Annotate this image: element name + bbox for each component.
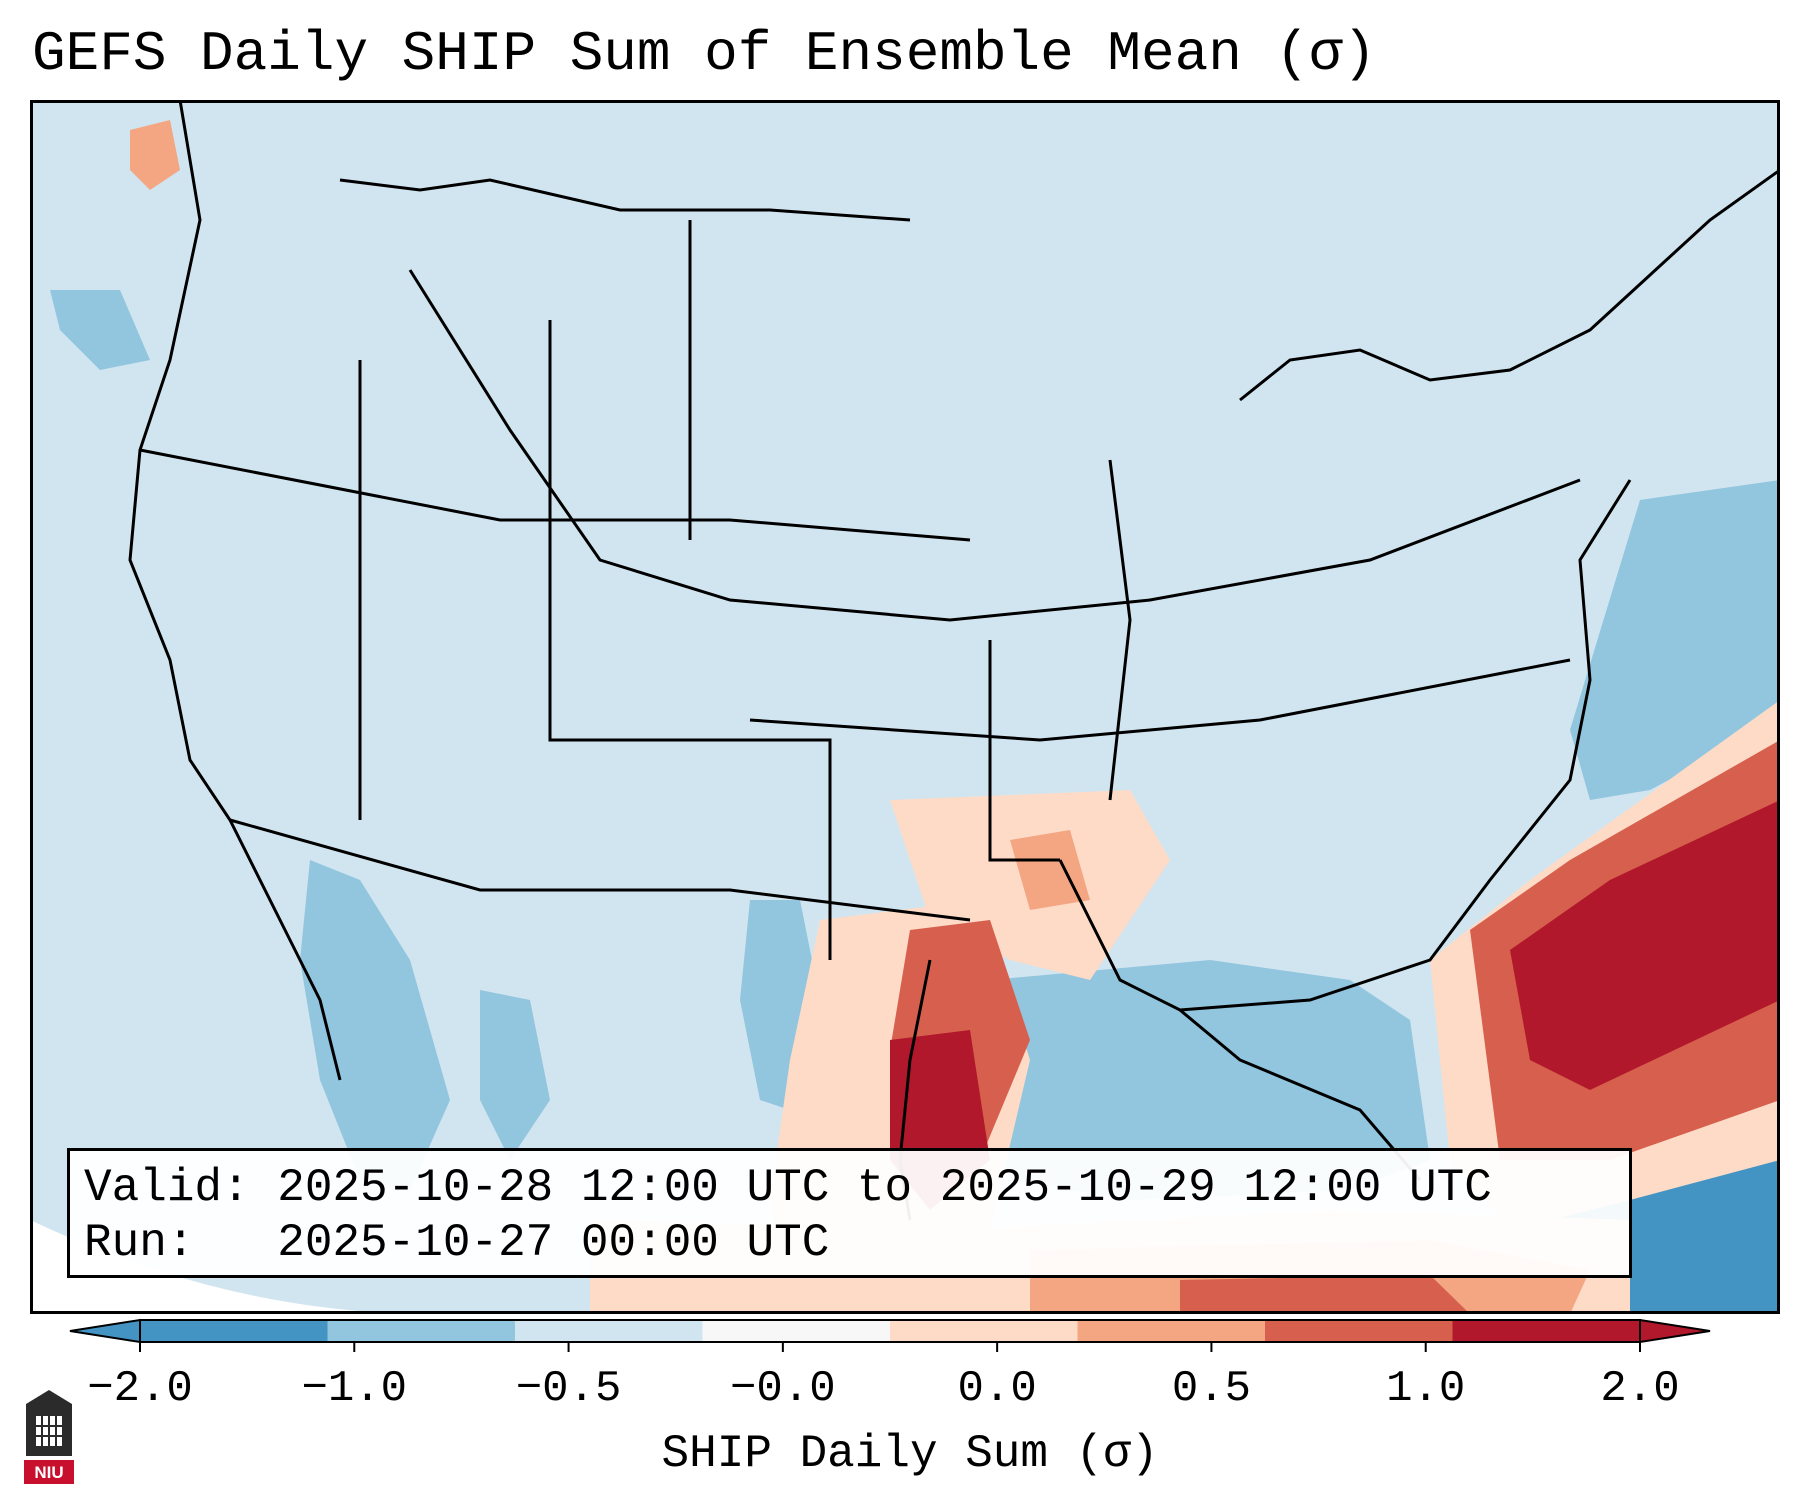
colorbar-extend-low [69,1318,141,1344]
colorbar-tick-label: 0.5 [1171,1364,1252,1414]
figure-title: GEFS Daily SHIP Sum of Ensemble Mean (σ) [32,22,1377,86]
atlantic-strong-positive [1510,800,1780,1090]
florida-line [1179,1008,1422,1181]
west-coast-line [128,100,342,1081]
map-svg [30,100,1780,1314]
southern-strong-band [1180,1275,1470,1314]
state-line-5 [988,640,1060,862]
arkansas-positive [1010,830,1090,910]
valid-run-info-box: Valid: 2025-10-28 12:00 UTC to 2025-10-2… [67,1148,1632,1278]
colorbar-tick-label: −1.0 [301,1364,408,1414]
colorbar-tick-label: −0.5 [515,1364,622,1414]
niu-logo-icon: NIU [24,1390,74,1484]
colorbar: −2.0 −1.0 −0.5 −0.0 0.0 0.5 1.0 2.0 SHIP Daily … [60,1310,1760,1510]
mexico-negative-area [480,990,550,1160]
northeast-line [1239,168,1780,402]
baja-negative-area [300,860,450,1190]
logo-text: NIU [34,1463,63,1482]
gulf-negative-area [980,960,1430,1200]
state-line-2 [229,818,971,922]
state-line-4 [749,658,1571,742]
pacific-negative-area [50,290,150,370]
colorbar-outline [139,1319,1641,1343]
colorbar-segment [1452,1320,1640,1342]
run-time-text: Run: 2025-10-27 00:00 UTC [84,1217,830,1269]
state-line-9 [1108,459,1132,801]
colorbar-segment [702,1320,890,1342]
colorbar-axis-label: SHIP Daily Sum (σ) [661,1428,1159,1480]
colorbar-segment [890,1320,1078,1342]
state-line-6 [548,320,832,960]
colorbar-svg [69,1318,1711,1352]
no-data-corner [30,1220,430,1314]
boundary-lines [128,100,1780,1221]
colorbar-segments [69,1318,1711,1344]
colorbar-tick-label: 0.0 [957,1364,1037,1414]
colorbar-tick-label: 2.0 [1600,1364,1680,1414]
valid-time-text: Valid: 2025-10-28 12:00 UTC to 2025-10-2… [84,1162,1492,1214]
colorbar-ticks [139,1342,1641,1352]
colorbar-segment [1265,1320,1453,1342]
colorbar-segment [140,1320,328,1342]
colorbar-segment [515,1320,703,1342]
southeast-coast-line [1058,479,1632,1012]
map-panel [30,100,1780,1314]
colorbar-segment [327,1320,515,1342]
colorbar-tick-label: −0.0 [730,1364,836,1414]
colorbar-tick-label: −2.0 [87,1364,193,1414]
state-line-3 [408,269,1581,622]
colorbar-segment [1077,1320,1265,1342]
colorbar-tick-label: 1.0 [1386,1364,1466,1414]
atlantic-negative-area [1570,480,1780,800]
colorbar-extend-high [1639,1318,1711,1344]
northern-border-line [339,178,911,222]
state-line-1 [139,448,971,542]
pacific-positive [130,120,180,190]
map-border [30,100,1780,1314]
